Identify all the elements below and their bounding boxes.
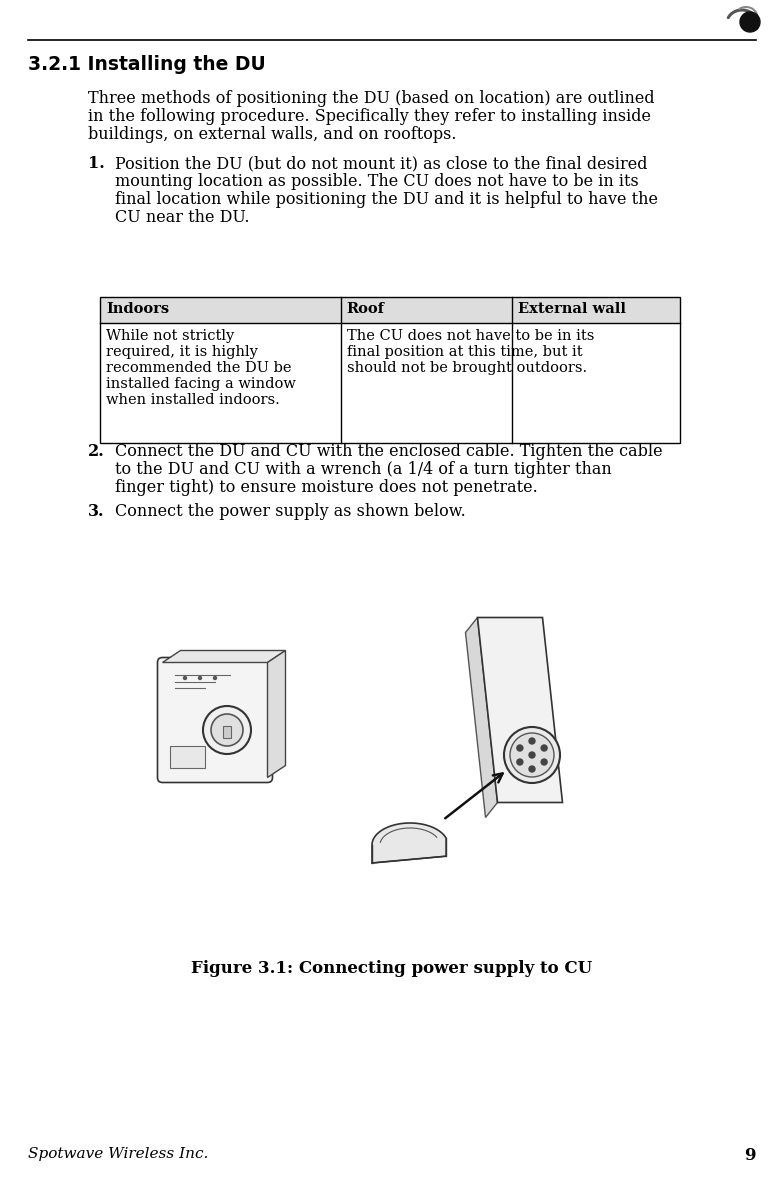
Circle shape [517, 745, 523, 751]
Text: 3.2.1 Installing the DU: 3.2.1 Installing the DU [28, 54, 266, 75]
Circle shape [529, 767, 535, 772]
Polygon shape [477, 618, 562, 802]
Text: final location while positioning the DU and it is helpful to have the: final location while positioning the DU … [115, 190, 658, 208]
Circle shape [183, 677, 187, 679]
Text: finger tight) to ensure moisture does not penetrate.: finger tight) to ensure moisture does no… [115, 479, 538, 496]
Text: buildings, on external walls, and on rooftops.: buildings, on external walls, and on roo… [88, 127, 456, 143]
Text: final position at this time, but it: final position at this time, but it [347, 345, 583, 358]
Text: While not strictly: While not strictly [106, 329, 234, 343]
Text: 1.: 1. [88, 155, 105, 172]
Text: Three methods of positioning the DU (based on location) are outlined: Three methods of positioning the DU (bas… [88, 90, 655, 106]
Circle shape [541, 759, 547, 765]
Text: 3.: 3. [88, 503, 104, 521]
Text: recommended the DU be: recommended the DU be [106, 361, 292, 375]
Circle shape [541, 745, 547, 751]
Polygon shape [372, 823, 446, 864]
Polygon shape [267, 651, 285, 777]
Circle shape [203, 706, 251, 754]
Circle shape [211, 715, 243, 746]
Text: to the DU and CU with a wrench (a 1/4 of a turn tighter than: to the DU and CU with a wrench (a 1/4 of… [115, 461, 612, 478]
Circle shape [198, 677, 201, 679]
Circle shape [517, 759, 523, 765]
Text: in the following procedure. Specifically they refer to installing inside: in the following procedure. Specifically… [88, 108, 651, 125]
Polygon shape [162, 651, 285, 662]
FancyBboxPatch shape [158, 658, 273, 782]
Text: mounting location as possible. The CU does not have to be in its: mounting location as possible. The CU do… [115, 173, 639, 190]
Text: External wall: External wall [517, 302, 626, 316]
Text: Position the DU (but do not mount it) as close to the final desired: Position the DU (but do not mount it) as… [115, 155, 648, 172]
Circle shape [213, 677, 216, 679]
Text: Connect the DU and CU with the enclosed cable. Tighten the cable: Connect the DU and CU with the enclosed … [115, 442, 662, 460]
Text: Spotwave Wireless Inc.: Spotwave Wireless Inc. [28, 1148, 209, 1161]
Circle shape [510, 733, 554, 777]
Bar [100, 297, 341, 323]
Bar [100, 323, 680, 442]
Bar [223, 726, 231, 738]
Text: required, it is highly: required, it is highly [106, 345, 258, 358]
Text: The CU does not have to be in its: The CU does not have to be in its [347, 329, 594, 343]
Circle shape [740, 12, 760, 32]
Circle shape [529, 752, 535, 758]
Text: when installed indoors.: when installed indoors. [106, 393, 280, 407]
Bar [512, 297, 680, 323]
Text: CU near the DU.: CU near the DU. [115, 209, 249, 226]
Text: Connect the power supply as shown below.: Connect the power supply as shown below. [115, 503, 466, 521]
Text: 9: 9 [745, 1148, 756, 1164]
Bar [341, 297, 512, 323]
Circle shape [529, 738, 535, 744]
Bar [170, 745, 205, 768]
Bar [100, 297, 680, 442]
Circle shape [504, 728, 560, 783]
Text: should not be brought outdoors.: should not be brought outdoors. [347, 361, 587, 375]
Polygon shape [466, 618, 498, 817]
Text: 2.: 2. [88, 442, 105, 460]
Text: Figure 3.1: Connecting power supply to CU: Figure 3.1: Connecting power supply to C… [191, 959, 593, 977]
Text: installed facing a window: installed facing a window [106, 377, 296, 392]
Text: Indoors: Indoors [106, 302, 169, 316]
Text: Roof: Roof [347, 302, 385, 316]
